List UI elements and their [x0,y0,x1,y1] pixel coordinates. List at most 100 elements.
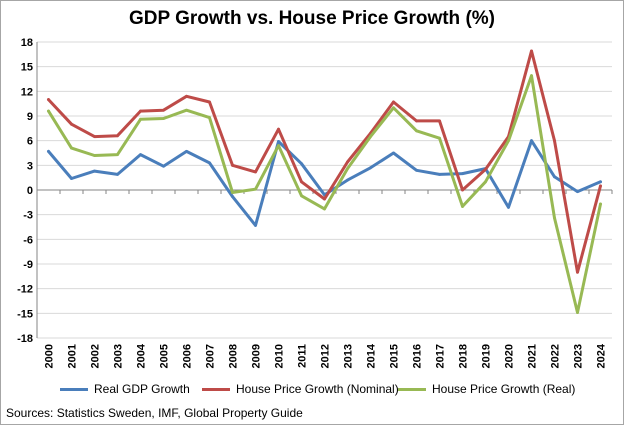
x-tick-label: 2019 [481,344,493,368]
data-point [231,195,234,198]
data-point [369,166,372,170]
x-tick-label: 2008 [228,344,240,368]
data-point [599,180,602,184]
legend-item-house-real: House Price Growth (Real) [398,382,575,396]
data-point [576,270,579,274]
y-tick-label: 12 [21,86,33,98]
data-point [461,205,464,208]
legend-swatch-house-real [398,388,426,392]
y-tick-label: 3 [27,160,33,172]
legend-label-house-real: House Price Growth (Real) [432,382,576,396]
data-point [346,160,349,164]
x-tick-label: 2015 [389,344,401,368]
data-point [530,139,533,143]
x-tick-label: 2016 [412,344,424,368]
y-tick-label: 0 [27,185,33,197]
data-point [415,168,418,172]
data-point [392,106,395,110]
data-point [231,163,234,167]
data-point [231,191,234,194]
x-tick-label: 2003 [113,344,125,368]
data-point [484,180,487,184]
legend-label-house-nominal: House Price Growth (Nominal) [236,382,399,396]
data-point [93,169,96,173]
x-tick-label: 2017 [435,344,447,368]
data-point [116,134,119,138]
data-point [392,151,395,155]
data-point [507,139,510,143]
data-point [162,108,165,112]
x-tick-label: 2023 [573,344,585,368]
data-point [185,149,188,153]
x-tick-label: 2010 [274,344,286,368]
data-point [369,135,372,138]
y-tick-label: 9 [27,111,33,123]
data-point [323,207,326,211]
data-point [323,197,326,201]
x-tick-label: 2005 [159,344,171,368]
y-tick-label: -9 [23,259,33,271]
data-point [47,109,50,113]
data-point [576,190,579,194]
data-point [576,311,579,314]
data-point [530,74,533,78]
data-point [438,136,441,140]
legend-swatch-house-nominal [202,388,230,392]
x-tick-label: 2020 [504,344,516,368]
data-point [530,49,533,53]
x-tick-label: 2000 [44,344,56,368]
x-tick-label: 2013 [343,344,355,368]
y-tick-label: -18 [17,333,33,345]
data-point [507,205,510,209]
legend-swatch-real-gdp [60,388,88,392]
x-tick-label: 2012 [320,344,332,368]
data-point [300,180,303,184]
data-point [185,94,188,98]
x-tick-label: 2021 [527,344,539,368]
data-point [70,146,73,150]
data-point [254,223,257,227]
data-point [277,144,280,148]
data-point [208,116,211,120]
data-point [139,153,142,157]
data-point [254,187,257,191]
y-tick-label: -15 [17,308,33,320]
y-tick-label: -6 [23,234,33,246]
x-tick-label: 2014 [366,343,378,368]
data-point [116,172,119,176]
x-tick-label: 2024 [596,343,608,368]
data-point [139,117,142,121]
data-point [346,167,349,171]
data-point [461,188,464,192]
data-point [277,140,280,143]
data-point [162,117,165,120]
y-tick-label: 18 [21,37,33,49]
y-tick-label: -12 [17,284,33,296]
data-point [415,119,418,123]
data-point [47,98,50,101]
data-point [438,172,441,176]
data-point [461,172,464,175]
data-point [599,184,602,188]
data-point [300,194,303,198]
data-point [162,164,165,168]
data-point [553,216,556,220]
x-tick-label: 2001 [67,344,79,368]
x-tick-label: 2006 [182,344,194,368]
data-point [116,153,119,157]
data-point [254,170,257,174]
data-point [553,175,556,179]
x-tick-label: 2007 [205,344,217,368]
y-tick-label: 15 [21,62,33,74]
source-note: Sources: Statistics Sweden, IMF, Global … [6,406,303,420]
data-point [277,127,280,131]
x-tick-label: 2018 [458,344,470,368]
data-point [392,100,395,104]
data-point [346,178,349,182]
y-tick-label: 6 [27,136,33,148]
data-point [93,154,96,157]
x-tick-label: 2022 [550,344,562,368]
chart-title: GDP Growth vs. House Price Growth (%) [129,8,495,29]
